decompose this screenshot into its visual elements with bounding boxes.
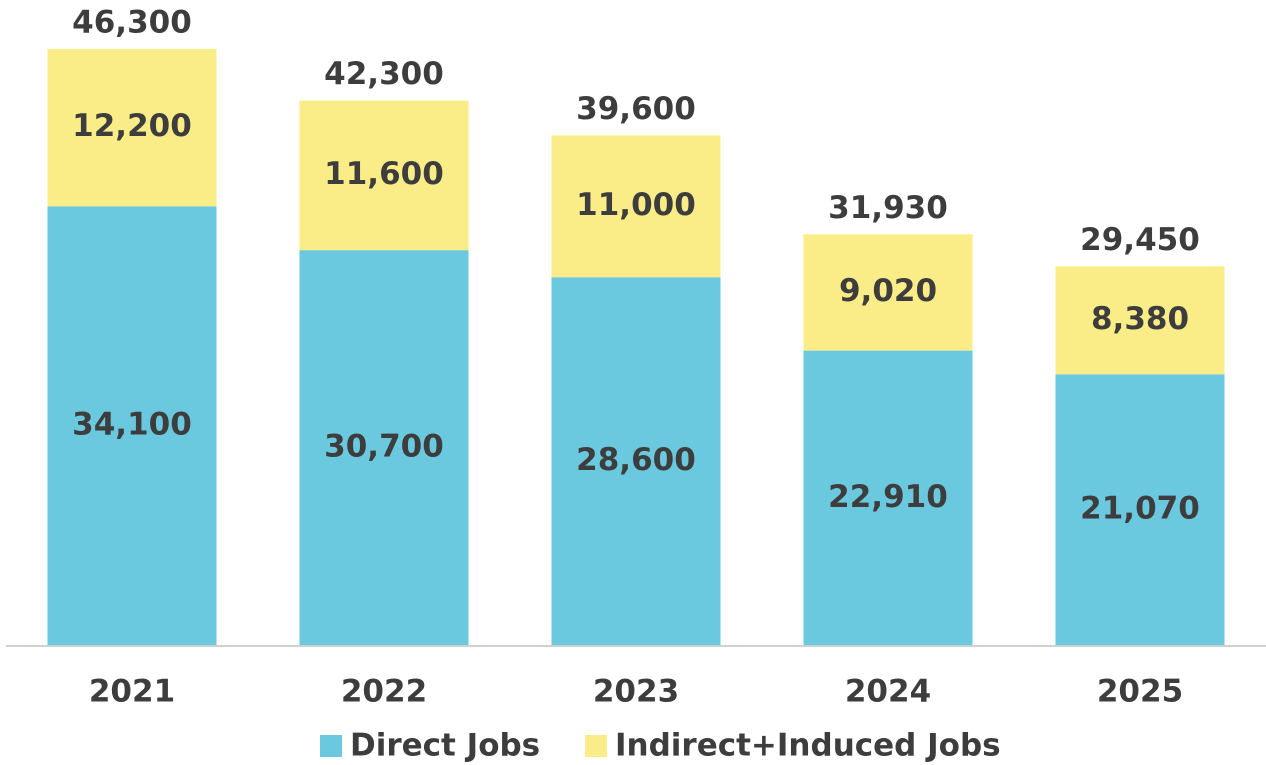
value-label: 22,910 bbox=[828, 479, 948, 515]
total-label: 39,600 bbox=[576, 91, 696, 127]
legend-swatch bbox=[320, 735, 342, 757]
value-label: 12,200 bbox=[72, 108, 192, 144]
bar-segment bbox=[803, 350, 973, 646]
value-label: 9,020 bbox=[839, 273, 937, 309]
value-label: 8,380 bbox=[1091, 301, 1189, 337]
bar-segment bbox=[47, 49, 217, 207]
value-label: 11,600 bbox=[324, 156, 444, 192]
bar-segment bbox=[1055, 374, 1225, 646]
bar-segment bbox=[803, 234, 973, 351]
bar-segment bbox=[551, 277, 721, 646]
total-label: 29,450 bbox=[1080, 222, 1200, 258]
legend-label: Indirect+Induced Jobs bbox=[615, 728, 1001, 764]
legend-label: Direct Jobs bbox=[350, 728, 540, 764]
x-tick-label: 2023 bbox=[593, 674, 679, 710]
bar-segment bbox=[551, 135, 721, 278]
value-label: 28,600 bbox=[576, 442, 696, 478]
x-tick-label: 2024 bbox=[845, 674, 931, 710]
bar-segment bbox=[47, 206, 217, 647]
value-label: 30,700 bbox=[324, 429, 444, 465]
total-label: 42,300 bbox=[324, 56, 444, 92]
value-label: 11,000 bbox=[576, 187, 696, 223]
value-label: 34,100 bbox=[72, 407, 192, 443]
bar-segment bbox=[299, 100, 469, 251]
x-tick-label: 2021 bbox=[89, 674, 175, 710]
total-label: 46,300 bbox=[72, 5, 192, 41]
x-tick-label: 2022 bbox=[341, 674, 427, 710]
legend-swatch bbox=[585, 735, 607, 757]
x-tick-label: 2025 bbox=[1097, 674, 1183, 710]
value-label: 21,070 bbox=[1080, 491, 1200, 527]
bar-segment bbox=[299, 250, 469, 646]
bar-segment bbox=[1055, 266, 1225, 375]
total-label: 31,930 bbox=[828, 190, 948, 226]
